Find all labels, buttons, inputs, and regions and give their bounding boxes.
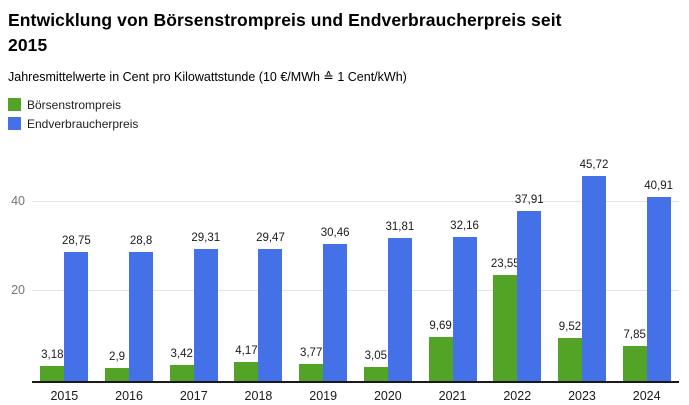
bar-value-label: 32,16 <box>450 219 479 232</box>
bar-group-2019: 3,77 30,46 <box>291 157 356 381</box>
bar-value-label: 3,18 <box>41 349 64 362</box>
page-title: Entwicklung von Börsenstrompreis und End… <box>8 10 562 55</box>
x-axis: 2015 2016 2017 2018 2019 2020 2021 2022 2023 2024 <box>32 383 679 403</box>
x-axis-label-2017: 2017 <box>179 388 208 403</box>
plot-area: 40 20 3,18 28,75 2,9 28,8 3,42 29,31 4,17 29,47 3… <box>11 157 679 383</box>
bar-value-label: 4,17 <box>235 345 258 358</box>
bar-value-label: 28,75 <box>61 234 91 247</box>
x-axis-label-2018: 2018 <box>244 388 273 403</box>
bar-2024-endverbraucherpreis: 40,91 <box>644 180 673 381</box>
legend-swatch-blue <box>8 117 21 131</box>
gridline-20: 20 <box>11 283 679 297</box>
bar-2020-börsenstrompreis: 3,05 <box>363 350 388 381</box>
legend-label: Endverbraucherpreis <box>27 116 139 131</box>
bar-value-label: 3,42 <box>170 348 193 361</box>
legend-swatch-green <box>8 98 21 112</box>
bar-group-2015: 3,18 28,75 <box>32 157 97 381</box>
bar-2018-börsenstrompreis: 4,17 <box>234 345 259 381</box>
bar-value-label: 2,9 <box>109 350 126 363</box>
bar-2022-endverbraucherpreis: 37,91 <box>515 194 544 381</box>
bar-2024-börsenstrompreis: 7,85 <box>622 329 647 381</box>
bar-group-2022: 23,55 37,91 <box>485 157 550 381</box>
legend-item-endverbraucherpreis: Endverbraucherpreis <box>8 115 681 133</box>
bar-2017-börsenstrompreis: 3,42 <box>169 348 194 381</box>
bar-value-label: 3,05 <box>364 350 388 363</box>
bar-2015-börsenstrompreis: 3,18 <box>40 349 65 381</box>
bar-value-label: 29,31 <box>191 232 221 245</box>
bar-value-label: 7,85 <box>623 328 646 341</box>
bar-2018-endverbraucherpreis: 29,47 <box>256 232 285 381</box>
bar-group-2018: 4,17 29,47 <box>226 157 291 381</box>
bar-value-label: 31,81 <box>385 221 415 234</box>
bar-2021-börsenstrompreis: 9,69 <box>428 320 453 381</box>
bar-2019-endverbraucherpreis: 30,46 <box>321 227 350 381</box>
x-axis-label-2024: 2024 <box>632 388 661 403</box>
legend-label: Börsenstrompreis <box>27 97 122 112</box>
bar-2016-börsenstrompreis: 2,9 <box>105 351 130 381</box>
x-axis-label-2023: 2023 <box>568 388 596 403</box>
bar-group-2017: 3,42 29,31 <box>161 157 226 381</box>
bar-group-2016: 2,9 28,8 <box>97 157 162 381</box>
bar-value-label: 23,55 <box>490 258 520 271</box>
bar-value-label: 37,91 <box>514 193 544 206</box>
bar-groups: 3,18 28,75 2,9 28,8 3,42 29,31 4,17 29,47 3,77 30… <box>32 157 679 381</box>
bar-value-label: 28,8 <box>129 234 153 247</box>
x-axis-label-2016: 2016 <box>115 388 143 403</box>
legend-item-boersenstrompreis: Börsenstrompreis <box>8 96 681 114</box>
bar-value-label: 29,47 <box>256 231 285 244</box>
bar-value-label: 9,52 <box>558 321 582 334</box>
bar-value-label: 3,77 <box>299 346 323 359</box>
y-axis-label-20: 20 <box>11 283 25 298</box>
bar-2016-endverbraucherpreis: 28,8 <box>129 235 154 381</box>
x-axis-label-2021: 2021 <box>438 388 467 403</box>
bar-value-label: 40,91 <box>644 180 674 193</box>
bar-value-label: 45,72 <box>579 158 609 171</box>
y-axis-label-40: 40 <box>11 193 25 208</box>
bar-2021-endverbraucherpreis: 32,16 <box>450 220 479 381</box>
chart-legend: Börsenstrompreis Endverbraucherpreis <box>8 96 681 133</box>
bar-group-2020: 3,05 31,81 <box>356 157 421 381</box>
x-axis-label-2020: 2020 <box>373 388 402 403</box>
bar-2023-endverbraucherpreis: 45,72 <box>580 159 608 381</box>
bar-2017-endverbraucherpreis: 29,31 <box>191 232 220 381</box>
bar-group-2021: 9,69 32,16 <box>420 157 485 381</box>
bar-2023-börsenstrompreis: 9,52 <box>557 321 582 381</box>
bar-2020-endverbraucherpreis: 31,81 <box>385 221 414 381</box>
bar-2015-endverbraucherpreis: 28,75 <box>62 235 91 381</box>
bar-2019-börsenstrompreis: 3,77 <box>299 347 324 381</box>
bar-value-label: 30,46 <box>320 227 350 240</box>
x-axis-label-2015: 2015 <box>50 388 79 403</box>
bar-group-2023: 9,52 45,72 <box>550 157 615 381</box>
bar-chart: 40 20 3,18 28,75 2,9 28,8 3,42 29,31 4,17 29,47 3… <box>8 157 681 403</box>
bar-group-2024: 7,85 40,91 <box>614 157 679 381</box>
bar-2022-börsenstrompreis: 23,55 <box>491 258 520 381</box>
x-axis-label-2019: 2019 <box>309 388 338 403</box>
bar-value-label: 9,69 <box>429 320 452 333</box>
x-axis-label-2022: 2022 <box>503 388 532 403</box>
gridline-40: 40 <box>11 194 679 208</box>
page-subtitle: Jahresmittelwerte in Cent pro Kilowattst… <box>8 69 407 84</box>
